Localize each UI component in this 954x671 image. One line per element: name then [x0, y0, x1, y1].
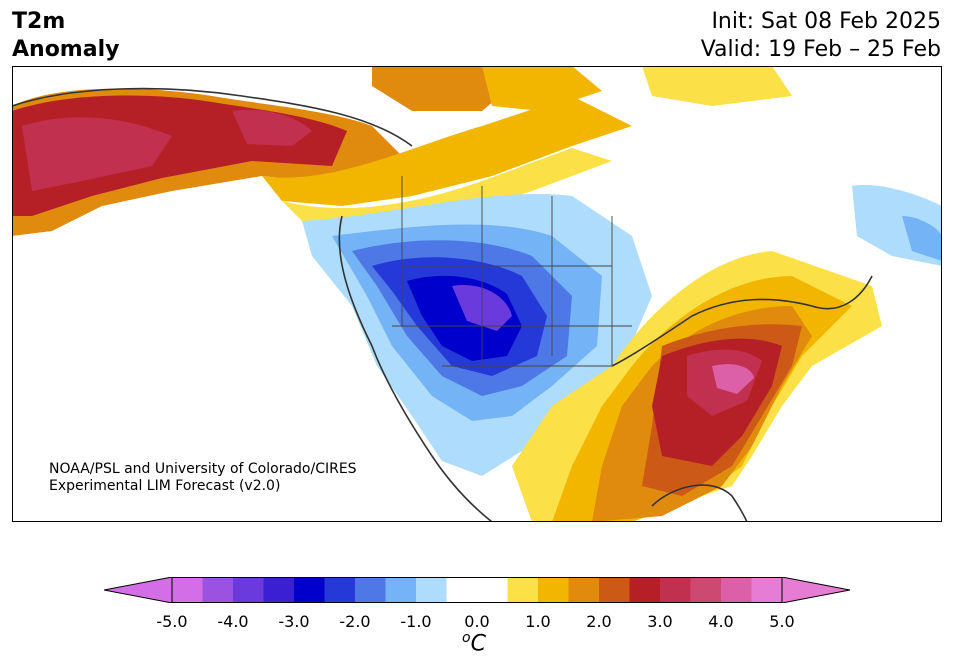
- colorbar-tick-label: -1.0: [400, 612, 432, 631]
- colorbar-tick-label: -4.0: [217, 612, 249, 631]
- colorbar-tick-label: 0.0: [464, 612, 490, 631]
- alaska-hot-2: [232, 109, 312, 146]
- colorbar-segment: [629, 577, 661, 603]
- colorbar-tick-label: 4.0: [708, 612, 734, 631]
- unit-letter: C: [470, 631, 486, 657]
- colorbar-over-arrow: [781, 577, 850, 603]
- init-date: Init: Sat 08 Feb 2025: [711, 9, 941, 34]
- colorbar-tick-label: 5.0: [769, 612, 795, 631]
- colorbar-segment: [233, 577, 264, 603]
- colorbar-segment: [263, 577, 295, 603]
- colorbar-segment: [690, 577, 722, 603]
- arctic-warm-1: [372, 66, 512, 111]
- colorbar-segment: [324, 577, 356, 603]
- colorbar-segment: [477, 577, 508, 603]
- colorbar-segment: [660, 577, 691, 603]
- colorbar-segment: [385, 577, 417, 603]
- colorbar-segment: [446, 577, 478, 603]
- colorbar-segment: [355, 577, 386, 603]
- colorbar-tick-label: -5.0: [156, 612, 188, 631]
- arctic-warm-2: [482, 66, 602, 111]
- title-subtitle: Anomaly: [12, 37, 120, 62]
- colorbar-frame: [171, 577, 783, 603]
- arctic-warm-3: [642, 66, 792, 106]
- colorbar-under-arrow: [104, 577, 173, 603]
- southeast-warm-hot: [712, 364, 754, 394]
- colorbar-segment: [172, 577, 203, 603]
- colorbar-unit: oC: [462, 630, 486, 656]
- colorbar-segment: [202, 577, 234, 603]
- colorbar: [104, 577, 850, 603]
- alaska-hot: [22, 117, 172, 191]
- colorbar-segment: [599, 577, 630, 603]
- colorbar-tick-label: 1.0: [525, 612, 551, 631]
- credit-line-2: Experimental LIM Forecast (v2.0): [49, 478, 281, 494]
- colorbar-segment: [568, 577, 600, 603]
- canada-warm-light: [282, 148, 612, 226]
- forecast-dates: Init: Sat 08 Feb 2025 Valid: 19 Feb – 25…: [701, 8, 941, 64]
- canada-warm-band: [262, 96, 632, 206]
- title-variable: T2m: [12, 9, 66, 34]
- valid-date: Valid: 19 Feb – 25 Feb: [700, 37, 941, 62]
- colorbar-segment: [721, 577, 752, 603]
- state-borders: [392, 176, 632, 367]
- colorbar-segment: [751, 577, 783, 603]
- colorbar-tick-label: -2.0: [339, 612, 371, 631]
- colorbar-segment: [416, 577, 447, 603]
- map-title: T2m Anomaly: [12, 8, 119, 64]
- colorbar-segment: [507, 577, 539, 603]
- colorbar-segment: [538, 577, 569, 603]
- colorbar-tick-label: 3.0: [647, 612, 673, 631]
- colorbar-ticks: -5.0 -4.0 -3.0 -2.0 -1.0 0.0 1.0 2.0 3.0 4.0 5.0: [0, 612, 954, 632]
- labrador-cold-2: [902, 216, 942, 261]
- colorbar-segment: [294, 577, 325, 603]
- unit-prefix: o: [462, 630, 471, 646]
- colorbar-tick-label: 2.0: [586, 612, 612, 631]
- colorbar-tick-label: -3.0: [278, 612, 310, 631]
- credit-text: NOAA/PSL and University of Colorado/CIRE…: [49, 461, 357, 495]
- anomaly-map: [12, 66, 942, 522]
- coastline: [12, 87, 873, 522]
- credit-line-1: NOAA/PSL and University of Colorado/CIRE…: [49, 461, 357, 477]
